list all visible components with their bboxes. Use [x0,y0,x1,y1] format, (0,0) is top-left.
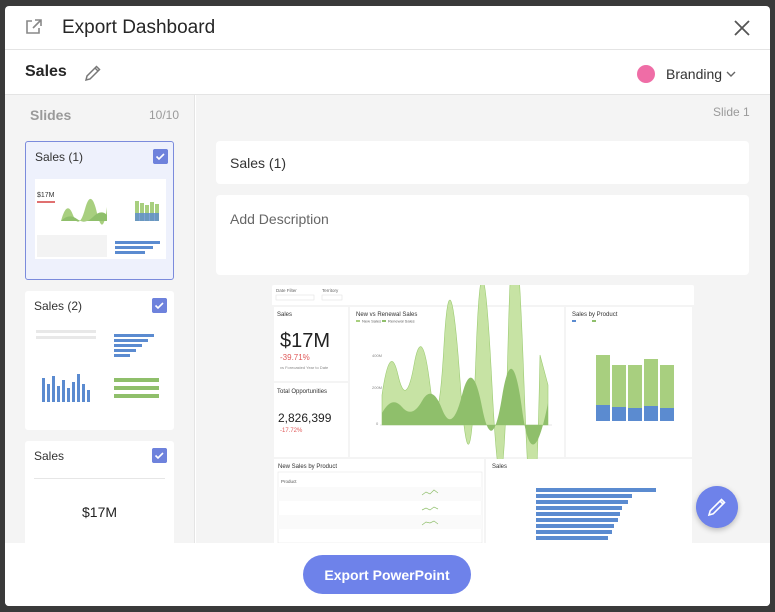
preview-sales-value: $17M [280,330,330,352]
dialog-titlebar: Export Dashboard [5,6,770,50]
branding-dropdown[interactable]: Branding [637,62,736,86]
preview-legend-new: New Sales [362,319,381,324]
branding-label: Branding [666,66,723,82]
svg-text:400M: 400M [372,353,382,358]
slide-card-1[interactable]: Sales (1) $17M [25,141,174,280]
slide-card-label: Sales (2) [34,299,83,313]
export-powerpoint-button[interactable]: Export PowerPoint [303,555,471,594]
preview-opps-value: 2,826,399 [278,411,332,425]
slide-card-label: Sales (1) [35,150,84,164]
preview-territory: Territory [322,288,339,293]
svg-text:0: 0 [376,421,379,426]
dialog-footer: Export PowerPoint [5,543,770,606]
slide-thumbnail: $17M [34,478,165,538]
slide-title-input[interactable]: Sales (1) [216,141,749,184]
dashboard-preview-image: Date Filter Territory Sales $17M -39.71%… [272,285,694,543]
preview-product-col: Product [281,479,297,484]
edit-slide-button[interactable] [696,486,738,528]
checkbox-checked-icon[interactable] [152,298,167,313]
slide-preview: Date Filter Territory Sales $17M -39.71%… [272,285,694,543]
svg-text:200M: 200M [372,385,382,390]
slide-thumbnail [34,328,165,408]
preview-sales-note: vs Forecasted Year to Date [280,365,329,370]
preview-sales-change: -39.71% [280,353,310,362]
branding-color-swatch [637,65,655,83]
checkbox-checked-icon[interactable] [152,448,167,463]
close-icon[interactable] [732,18,752,38]
slides-count: 10/10 [149,108,180,122]
slide-editor: Slide 1 Sales (1) Add Description Date F… [196,95,770,543]
dashboard-name: Sales [25,63,67,80]
dashboard-name-bar: Sales Branding [5,50,770,95]
preview-opps-change: -17.72% [280,428,303,434]
preview-sbp-title: Sales by Product [572,312,618,318]
thumb-value: $17M [82,504,118,520]
slides-header: Slides [30,107,72,123]
svg-text:$17M: $17M [37,192,55,199]
chevron-down-icon [726,71,736,77]
slide-card-2[interactable]: Sales (2) [25,291,174,430]
checkbox-checked-icon[interactable] [153,149,168,164]
export-dialog: Export Dashboard Sales Branding Slides 1… [5,6,770,606]
edit-name-icon[interactable] [83,63,103,83]
preview-sales-bar-title: Sales [492,464,507,470]
preview-nvr-title: New vs Renewal Sales [356,312,417,318]
preview-opps-label: Total Opportunities [277,389,327,395]
preview-nsbp-title: New Sales by Product [278,464,337,470]
dialog-title: Export Dashboard [62,17,216,38]
slides-sidebar: Slides 10/10 Sales (1) $17M Sales (2) [5,95,195,543]
slide-card-label: Sales [34,449,65,463]
preview-sales-label: Sales [277,312,292,318]
preview-date-filter: Date Filter [276,288,297,293]
slide-card-3[interactable]: Sales $17M [25,441,174,543]
preview-legend-renewal: Renewal Sales [388,319,415,324]
slide-thumbnail: $17M [35,179,166,259]
slide-number: Slide 1 [713,105,750,119]
export-icon [26,19,42,34]
slide-description-input[interactable]: Add Description [216,195,749,275]
